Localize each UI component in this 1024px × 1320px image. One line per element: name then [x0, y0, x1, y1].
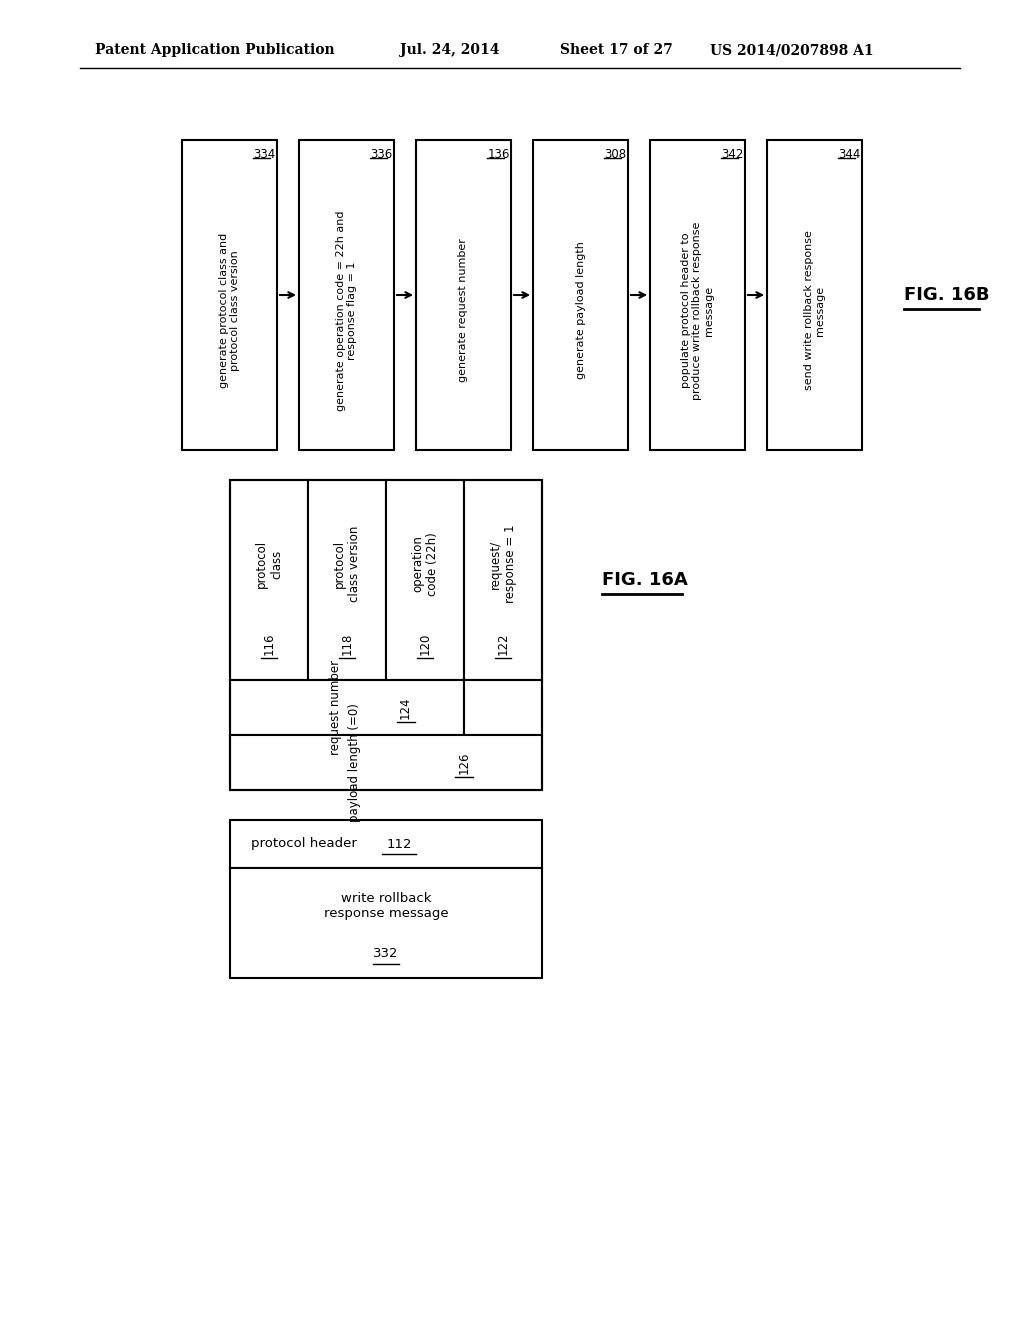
Bar: [230, 480, 308, 680]
Text: write rollback
response message: write rollback response message: [324, 892, 449, 920]
Bar: [230, 735, 542, 789]
Bar: [230, 869, 542, 978]
Text: 120: 120: [419, 632, 431, 655]
Text: 112: 112: [386, 837, 412, 850]
Text: 342: 342: [721, 148, 743, 161]
Text: operation
code (22h): operation code (22h): [411, 532, 439, 595]
Bar: [464, 680, 542, 735]
Text: FIG. 16B: FIG. 16B: [904, 286, 989, 304]
Text: generate request number: generate request number: [459, 239, 469, 383]
Text: payload length (=0): payload length (=0): [348, 704, 361, 822]
Bar: [416, 140, 511, 450]
Text: 116: 116: [262, 632, 275, 655]
Bar: [230, 480, 542, 789]
Text: 332: 332: [374, 948, 398, 961]
Text: 344: 344: [839, 148, 860, 161]
Text: 136: 136: [487, 148, 510, 161]
Text: Patent Application Publication: Patent Application Publication: [95, 44, 335, 57]
Text: 334: 334: [253, 148, 275, 161]
Text: protocol
class: protocol class: [255, 540, 283, 589]
Text: generate protocol class and
protocol class version: generate protocol class and protocol cla…: [219, 232, 241, 388]
Text: request number: request number: [329, 660, 342, 755]
Text: protocol
class version: protocol class version: [333, 525, 361, 602]
Bar: [534, 140, 628, 450]
Bar: [650, 140, 745, 450]
Bar: [308, 480, 386, 680]
Text: request/
response = 1: request/ response = 1: [489, 525, 517, 603]
Text: send write rollback response
message: send write rollback response message: [804, 231, 825, 391]
Text: 124: 124: [399, 696, 412, 719]
Text: generate operation code = 22h and
response flag = 1: generate operation code = 22h and respon…: [336, 210, 357, 411]
Text: generate payload length: generate payload length: [575, 242, 586, 379]
Text: 336: 336: [371, 148, 392, 161]
Bar: [230, 680, 464, 735]
Text: 122: 122: [497, 632, 510, 655]
Text: populate protocol header to
produce write rollback response
message: populate protocol header to produce writ…: [681, 222, 714, 400]
Text: US 2014/0207898 A1: US 2014/0207898 A1: [710, 44, 873, 57]
Text: protocol header: protocol header: [251, 837, 361, 850]
Text: FIG. 16A: FIG. 16A: [602, 572, 688, 589]
Bar: [299, 140, 394, 450]
Bar: [182, 140, 278, 450]
Text: 118: 118: [341, 632, 353, 655]
Text: Jul. 24, 2014: Jul. 24, 2014: [400, 44, 500, 57]
Text: 126: 126: [458, 751, 470, 774]
Bar: [464, 480, 542, 680]
Bar: [230, 820, 542, 869]
Text: 308: 308: [604, 148, 627, 161]
Bar: [767, 140, 862, 450]
Text: Sheet 17 of 27: Sheet 17 of 27: [560, 44, 673, 57]
Bar: [386, 480, 464, 680]
